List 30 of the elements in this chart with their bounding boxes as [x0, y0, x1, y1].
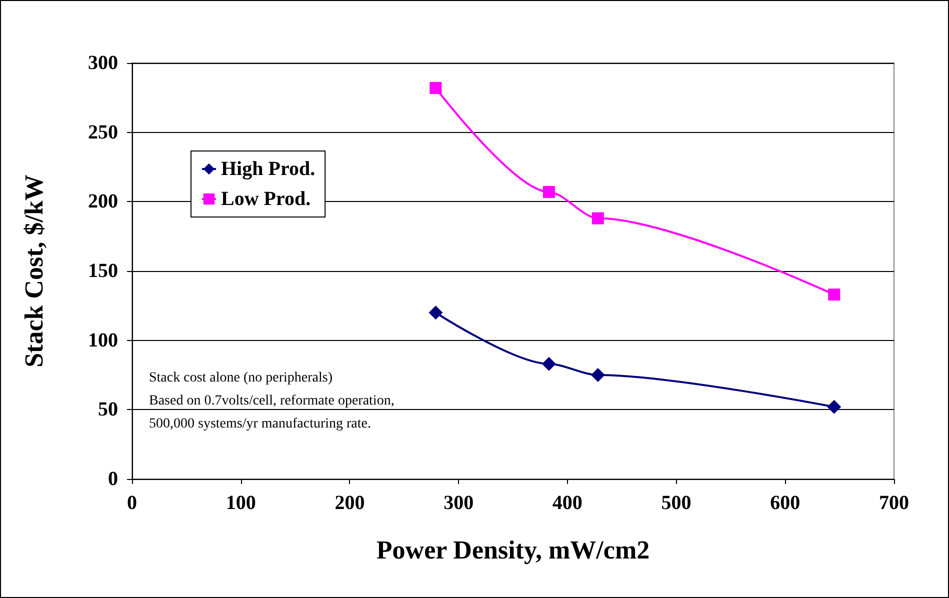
y-tick-label: 0	[108, 468, 118, 490]
point	[430, 82, 442, 94]
x-axis-title: Power Density, mW/cm2	[376, 536, 650, 564]
point	[592, 212, 604, 224]
x-tick-label: 700	[879, 492, 909, 514]
x-tick-label: 300	[444, 492, 474, 514]
x-tick-label: 200	[334, 492, 365, 514]
point	[828, 288, 840, 301]
legend-label: High Prod.	[221, 158, 316, 180]
x-tick-label: 100	[226, 492, 256, 514]
y-axis-title: Stack Cost, $/kW	[20, 174, 48, 368]
y-tick-label: 50	[98, 398, 118, 421]
legend-label: Low Prod.	[221, 188, 311, 210]
x-tick-label: 600	[770, 492, 800, 514]
y-tick-label: 100	[88, 329, 118, 352]
y-tick-label: 300	[88, 52, 118, 74]
point	[590, 368, 605, 382]
x-tick-label: 400	[552, 492, 582, 514]
point	[542, 186, 555, 198]
x-tick-label: 0	[127, 492, 137, 514]
x-tick-label: 500	[661, 492, 692, 514]
y-tick-label: 150	[88, 260, 118, 282]
annotation: 500,000 systems/yr manufacturing rate.	[149, 416, 372, 432]
annotation: Based on 0.7volts/cell, reformate operation,	[149, 394, 394, 408]
annotation: Stack cost alone (no peripherals)	[149, 370, 333, 386]
y-tick-label: 250	[88, 121, 118, 144]
point	[542, 356, 556, 371]
point	[827, 400, 842, 414]
y-tick-label: 200	[88, 190, 118, 213]
point	[428, 306, 443, 320]
